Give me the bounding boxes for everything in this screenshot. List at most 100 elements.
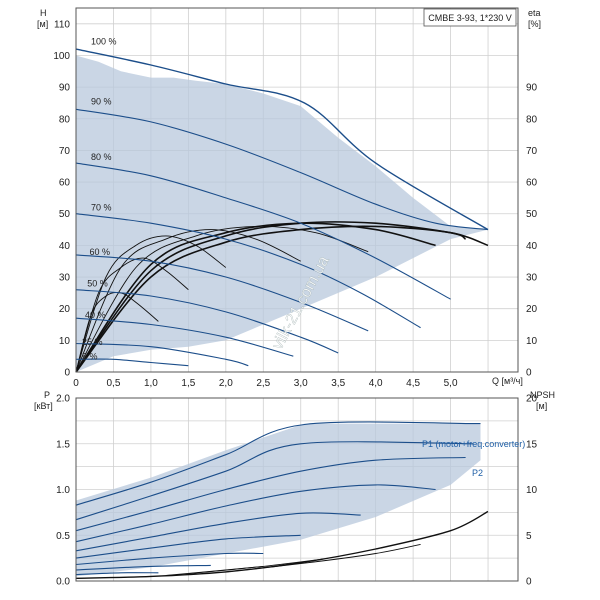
top-y-tick: 110 — [54, 19, 70, 30]
efficiency-curve — [75, 257, 189, 373]
speed-label: 100 % — [91, 36, 117, 46]
head-curve — [75, 213, 421, 329]
head-curve — [75, 108, 489, 231]
speed-label: 25 % — [82, 337, 103, 347]
head-curve — [75, 317, 294, 357]
bottom-plot-frame — [75, 397, 519, 582]
head-curve — [75, 48, 489, 231]
speed-labels: 100 % 90 % 80 % 70 % 60 % 50 % 40 % 25 % 5 % — [82, 36, 117, 361]
top-y2-tick: 30 — [526, 273, 538, 284]
top-y-tick: 30 — [59, 273, 71, 284]
speed-label: 80 % — [91, 152, 112, 162]
top-y2-tick: 90 — [526, 83, 538, 94]
bottom-y2-tick: 20 — [526, 394, 538, 405]
power-curve — [75, 564, 211, 571]
top-y-tick: 90 — [59, 83, 71, 94]
top-y2-tick: 0 — [526, 368, 532, 379]
top-y2-tick: 60 — [526, 178, 538, 189]
operating-range-area — [76, 55, 488, 372]
bottom-y-tick: 1.5 — [56, 439, 70, 450]
top-x-tick: 2,5 — [256, 378, 270, 389]
top-y-tick: 50 — [59, 209, 71, 220]
bottom-y2-label: NPSH [м] — [530, 390, 555, 411]
power-curve — [75, 484, 436, 543]
top-y-tick: 20 — [59, 304, 71, 315]
top-x-tick: 4,0 — [369, 378, 383, 389]
power-range-area — [76, 423, 481, 577]
top-y-tick: 60 — [59, 178, 71, 189]
speed-label: 90 % — [91, 97, 112, 107]
head-curves — [75, 48, 489, 367]
top-x-tick: 2,0 — [219, 378, 233, 389]
top-y2-tick: 10 — [526, 336, 538, 347]
top-y2-tick: 40 — [526, 241, 538, 252]
speed-label: 60 % — [89, 247, 110, 257]
power-curve — [75, 552, 264, 566]
top-x-tick: 4,5 — [406, 378, 420, 389]
power-curve — [75, 572, 159, 576]
top-x-tick: 3,5 — [331, 378, 345, 389]
title-box — [423, 8, 517, 27]
top-y-tick: 70 — [59, 146, 71, 157]
top-y2-label: eta [%] — [528, 8, 541, 29]
power-curve — [75, 456, 466, 532]
efficiency-curve — [75, 225, 369, 373]
efficiency-curve — [75, 222, 436, 373]
speed-label: 40 % — [85, 310, 106, 320]
head-curve — [75, 342, 249, 367]
power-curve — [75, 421, 481, 506]
npsh-curve — [165, 565, 264, 576]
bottom-y-label: P [кВт] — [34, 390, 53, 411]
top-y2-tick: 80 — [526, 114, 538, 125]
top-x-tick: 3,0 — [294, 378, 308, 389]
bottom-y-tick: 1.0 — [56, 485, 70, 496]
top-y-tick: 40 — [59, 241, 71, 252]
top-y-label: H [м] — [37, 8, 48, 29]
npsh-curve — [75, 510, 489, 579]
top-y2-tick: 20 — [526, 304, 538, 315]
chart-title: CMBE 3-93, 1*230 V — [428, 13, 512, 23]
speed-label: 70 % — [91, 203, 112, 213]
head-curve — [75, 358, 189, 367]
head-curve — [75, 162, 451, 300]
top-x-tick: 1,5 — [181, 378, 195, 389]
top-y-tick: 100 — [53, 51, 70, 62]
bottom-y-tick: 0.0 — [56, 577, 70, 588]
top-y-tick: 0 — [64, 368, 70, 379]
speed-label: 50 % — [87, 279, 108, 289]
p1-label: P1 (motor+freq.converter) — [422, 439, 525, 449]
power-curve — [75, 441, 474, 521]
efficiency-curves — [75, 221, 489, 373]
speed-label: 5 % — [82, 351, 98, 361]
bottom-y-tick: 0.5 — [56, 531, 70, 542]
efficiency-curve — [75, 235, 227, 373]
top-x-tick: 5,0 — [444, 378, 458, 389]
bottom-y2-tick: 0 — [526, 577, 532, 588]
p2-label: P2 — [472, 468, 483, 478]
power-curve — [75, 534, 301, 559]
power-curve — [75, 512, 361, 552]
top-x-label: Q [м³/ч] — [492, 376, 523, 386]
top-x-tick: 0,5 — [107, 378, 121, 389]
top-tick-labels: 0 0,5 1,0 1,5 2,0 2,5 3,0 3,5 4,0 4,5 5,0 0 10 20 30 40… — [53, 19, 537, 389]
top-x-tick: 0 — [73, 378, 79, 389]
head-curve — [75, 254, 369, 332]
npsh-curves — [75, 510, 489, 579]
top-y-tick: 80 — [59, 114, 71, 125]
top-y2-tick: 70 — [526, 146, 538, 157]
top-y2-tick: 50 — [526, 209, 538, 220]
head-curve — [75, 289, 339, 354]
bottom-tick-labels: 0.0 0.5 1.0 1.5 2.0 0 5 10 15 20 — [56, 394, 537, 588]
head-efficiency-chart: 0 0,5 1,0 1,5 2,0 2,5 3,0 3,5 4,0 4,5 5,0 0 10 20 30 40… — [37, 7, 541, 389]
npsh-curve — [225, 543, 421, 573]
top-y-tick: 10 — [59, 336, 71, 347]
power-curves — [75, 421, 481, 576]
bottom-y2-tick: 10 — [526, 485, 538, 496]
power-npsh-chart: 0.0 0.5 1.0 1.5 2.0 0 5 10 15 20 P [кВт] NPSH [м] P… — [34, 390, 555, 588]
bottom-y2-tick: 15 — [526, 439, 538, 450]
top-plot-frame — [75, 7, 519, 373]
bottom-y-tick: 2.0 — [56, 394, 70, 405]
top-x-tick: 1,0 — [144, 378, 158, 389]
bottom-y2-tick: 5 — [526, 531, 532, 542]
